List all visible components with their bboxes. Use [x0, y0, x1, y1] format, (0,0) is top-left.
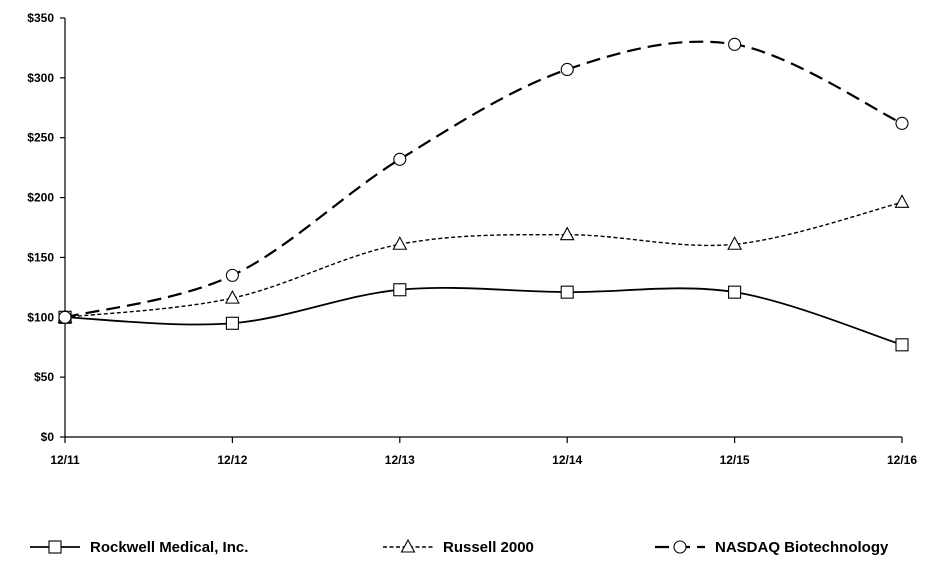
y-tick-label: $50: [34, 370, 54, 384]
legend-label: NASDAQ Biotechnology: [715, 539, 889, 556]
legend: Rockwell Medical, Inc. Russell 2000 NASDAQ…: [30, 538, 889, 556]
data-point-nasdaq-biotechnology: [728, 37, 742, 51]
legend-item-russell-2000: Russell 2000: [383, 538, 534, 556]
x-tick-label: 12/16: [887, 453, 917, 467]
series-line-rockwell-medical-inc: [64, 287, 903, 346]
data-point-russell-2000: [894, 194, 910, 208]
data-point-nasdaq-biotechnology: [895, 116, 909, 130]
data-point-rockwell-medical-inc: [728, 285, 742, 299]
x-tick-label: 12/12: [217, 453, 247, 467]
y-tick-label: $250: [27, 131, 54, 145]
legend-swatch-marker: [400, 538, 416, 553]
series-line-nasdaq-biotechnology: [64, 40, 903, 319]
series-markers: [57, 37, 910, 352]
data-point-russell-2000: [559, 226, 575, 241]
legend-label: Rockwell Medical, Inc.: [90, 539, 248, 556]
data-point-rockwell-medical-inc: [225, 316, 239, 330]
y-tick-label: $200: [27, 191, 54, 205]
y-tick-label: $300: [27, 71, 54, 85]
data-point-rockwell-medical-inc: [560, 285, 574, 299]
legend-swatch-marker: [48, 540, 62, 554]
y-tick-label: $350: [27, 11, 54, 25]
legend-label: Russell 2000: [443, 539, 534, 556]
data-point-russell-2000: [224, 289, 240, 304]
data-point-nasdaq-biotechnology: [393, 152, 407, 166]
legend-item-nasdaq-biotechnology: NASDAQ Biotechnology: [655, 539, 889, 556]
series-line-russell-2000: [64, 201, 903, 318]
data-point-rockwell-medical-inc: [895, 338, 909, 352]
data-point-nasdaq-biotechnology: [225, 268, 239, 282]
data-point-nasdaq-biotechnology: [58, 310, 72, 324]
axes: $0 $50 $100 $150 $200 $250 $300 $350 12/11 12/12 1…: [27, 11, 917, 467]
data-point-russell-2000: [392, 236, 408, 250]
y-tick-label: $100: [27, 310, 54, 324]
legend-item-rockwell-medical-inc: Rockwell Medical, Inc.: [30, 539, 248, 556]
x-tick-label: 12/13: [385, 453, 415, 467]
y-tick-label: $150: [27, 250, 54, 264]
legend-swatch-marker: [673, 540, 687, 554]
x-tick-label: 12/14: [552, 453, 582, 467]
data-point-nasdaq-biotechnology: [560, 62, 574, 77]
y-tick-label: $0: [41, 430, 55, 444]
x-tick-label: 12/15: [720, 453, 750, 467]
x-tick-label: 12/11: [50, 453, 80, 467]
series-lines: [64, 40, 903, 346]
data-point-rockwell-medical-inc: [393, 283, 407, 297]
data-point-russell-2000: [727, 236, 743, 250]
